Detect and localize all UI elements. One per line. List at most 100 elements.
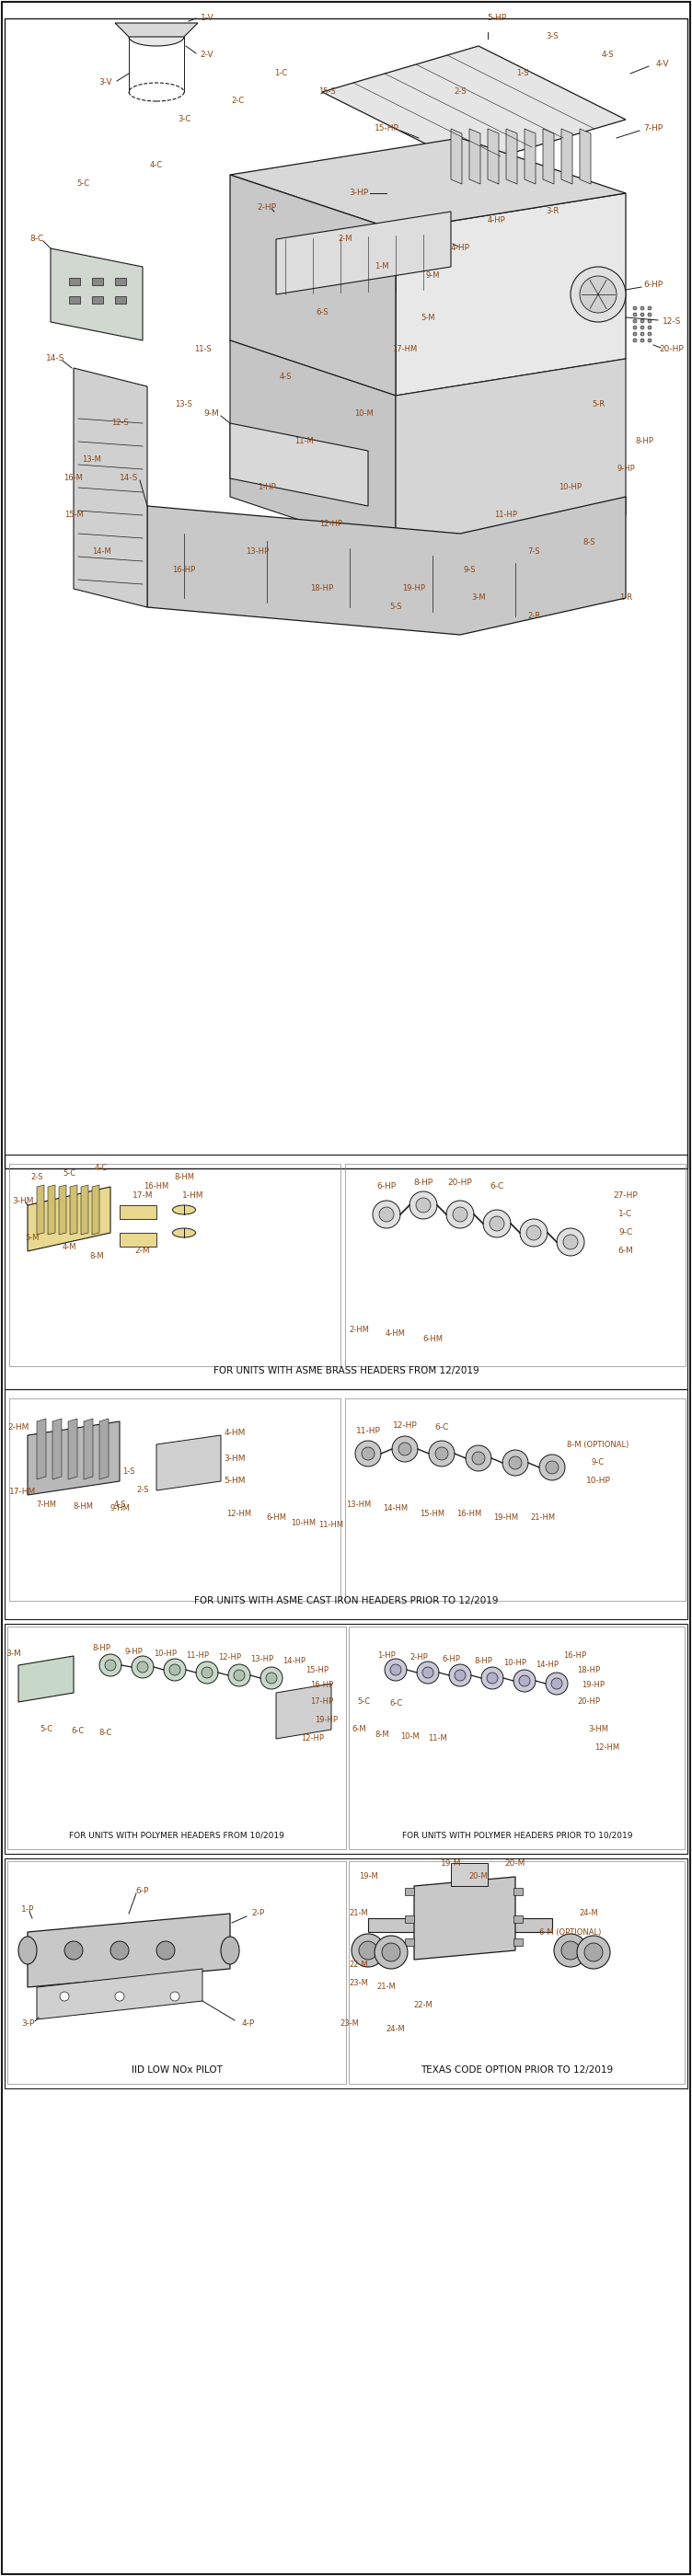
Circle shape bbox=[429, 1440, 455, 1466]
Polygon shape bbox=[81, 1185, 89, 1234]
Text: 8-HP: 8-HP bbox=[414, 1177, 433, 1188]
Text: 1-M: 1-M bbox=[375, 263, 389, 270]
Text: 1-C: 1-C bbox=[619, 1211, 632, 1218]
Circle shape bbox=[633, 319, 637, 322]
Circle shape bbox=[201, 1667, 212, 1677]
Text: 1-C: 1-C bbox=[274, 70, 287, 77]
Text: 4-HP: 4-HP bbox=[488, 216, 506, 224]
Text: 4-HM: 4-HM bbox=[385, 1329, 406, 1337]
Text: 6-S: 6-S bbox=[316, 309, 328, 317]
Text: 10-HP: 10-HP bbox=[585, 1476, 610, 1486]
Text: 2-HP: 2-HP bbox=[257, 204, 277, 211]
Circle shape bbox=[648, 325, 651, 330]
Circle shape bbox=[641, 325, 644, 330]
Text: 2-V: 2-V bbox=[201, 52, 214, 59]
Text: 14-S: 14-S bbox=[46, 355, 64, 363]
Text: 2-S: 2-S bbox=[454, 88, 466, 95]
Circle shape bbox=[489, 1216, 504, 1231]
Circle shape bbox=[648, 319, 651, 322]
Circle shape bbox=[633, 337, 637, 343]
Bar bbox=[8, 1860, 346, 2084]
Circle shape bbox=[449, 1664, 471, 1687]
Polygon shape bbox=[230, 422, 368, 505]
Text: 13-S: 13-S bbox=[175, 402, 193, 410]
Text: 6-M: 6-M bbox=[618, 1247, 633, 1255]
Circle shape bbox=[115, 1991, 125, 2002]
Text: 10-HM: 10-HM bbox=[291, 1517, 316, 1528]
Text: 14-HP: 14-HP bbox=[536, 1662, 559, 1669]
Polygon shape bbox=[322, 46, 626, 165]
Text: 14-S: 14-S bbox=[120, 474, 138, 482]
Circle shape bbox=[563, 1234, 578, 1249]
Ellipse shape bbox=[172, 1229, 196, 1236]
Text: 14-HP: 14-HP bbox=[283, 1656, 306, 1664]
Text: 1-V: 1-V bbox=[200, 15, 214, 23]
Text: 24-M: 24-M bbox=[579, 1909, 599, 1917]
Polygon shape bbox=[525, 129, 536, 183]
Circle shape bbox=[546, 1672, 567, 1695]
Polygon shape bbox=[37, 1419, 46, 1479]
Circle shape bbox=[641, 332, 644, 335]
Text: 10-HP: 10-HP bbox=[154, 1649, 177, 1656]
Text: 3-M: 3-M bbox=[471, 595, 486, 603]
Circle shape bbox=[453, 1208, 468, 1221]
Circle shape bbox=[64, 1942, 83, 1960]
Polygon shape bbox=[84, 1419, 93, 1479]
Text: 15-HM: 15-HM bbox=[420, 1510, 445, 1517]
Text: 2-HM: 2-HM bbox=[349, 1324, 369, 1334]
Circle shape bbox=[352, 1935, 385, 1968]
Circle shape bbox=[633, 312, 637, 317]
Text: 7-S: 7-S bbox=[527, 549, 540, 556]
Bar bbox=[345, 1399, 686, 1600]
Text: 6-C: 6-C bbox=[389, 1700, 402, 1708]
Bar bbox=[92, 278, 103, 286]
Bar bbox=[405, 1888, 414, 1896]
Circle shape bbox=[385, 1659, 407, 1682]
Text: 5-C: 5-C bbox=[62, 1170, 75, 1177]
Text: 8-M: 8-M bbox=[374, 1731, 389, 1739]
Circle shape bbox=[466, 1445, 491, 1471]
Circle shape bbox=[483, 1211, 511, 1236]
Bar bbox=[349, 1860, 684, 2084]
Circle shape bbox=[234, 1669, 245, 1682]
Text: 13-M: 13-M bbox=[82, 456, 102, 464]
Polygon shape bbox=[488, 129, 499, 183]
Polygon shape bbox=[543, 129, 554, 183]
Polygon shape bbox=[469, 129, 480, 183]
Polygon shape bbox=[156, 1435, 221, 1492]
Text: 8-HP: 8-HP bbox=[92, 1643, 110, 1654]
Circle shape bbox=[520, 1218, 547, 1247]
Circle shape bbox=[509, 1455, 522, 1468]
Polygon shape bbox=[396, 358, 626, 551]
Text: 18-HP: 18-HP bbox=[577, 1667, 601, 1674]
Text: 2-S: 2-S bbox=[136, 1486, 149, 1494]
Polygon shape bbox=[37, 1968, 203, 2020]
Text: 20-HP: 20-HP bbox=[577, 1698, 601, 1705]
Text: 13-HP: 13-HP bbox=[246, 549, 269, 556]
Text: 17-M: 17-M bbox=[132, 1193, 153, 1200]
Polygon shape bbox=[506, 129, 517, 183]
Bar bbox=[8, 1625, 346, 1850]
Polygon shape bbox=[276, 1685, 331, 1739]
Bar bbox=[5, 1623, 687, 1855]
Text: 2-R: 2-R bbox=[527, 613, 540, 621]
Text: 4-P: 4-P bbox=[242, 2020, 255, 2027]
Polygon shape bbox=[561, 129, 572, 183]
Circle shape bbox=[580, 276, 617, 312]
Circle shape bbox=[554, 1935, 587, 1968]
Text: 4-HP: 4-HP bbox=[450, 245, 470, 252]
Circle shape bbox=[410, 1190, 437, 1218]
Circle shape bbox=[648, 332, 651, 335]
Circle shape bbox=[260, 1667, 282, 1690]
Text: 8-S: 8-S bbox=[583, 538, 595, 546]
Polygon shape bbox=[147, 497, 626, 634]
Text: 5-M: 5-M bbox=[421, 314, 435, 322]
Text: 16-M: 16-M bbox=[64, 474, 83, 482]
Bar bbox=[115, 278, 126, 286]
Text: 11-HP: 11-HP bbox=[495, 510, 518, 520]
Circle shape bbox=[435, 1448, 448, 1461]
Text: 11-S: 11-S bbox=[194, 345, 211, 353]
Bar bbox=[405, 1917, 414, 1922]
Bar bbox=[5, 1388, 687, 1620]
Polygon shape bbox=[276, 211, 451, 294]
